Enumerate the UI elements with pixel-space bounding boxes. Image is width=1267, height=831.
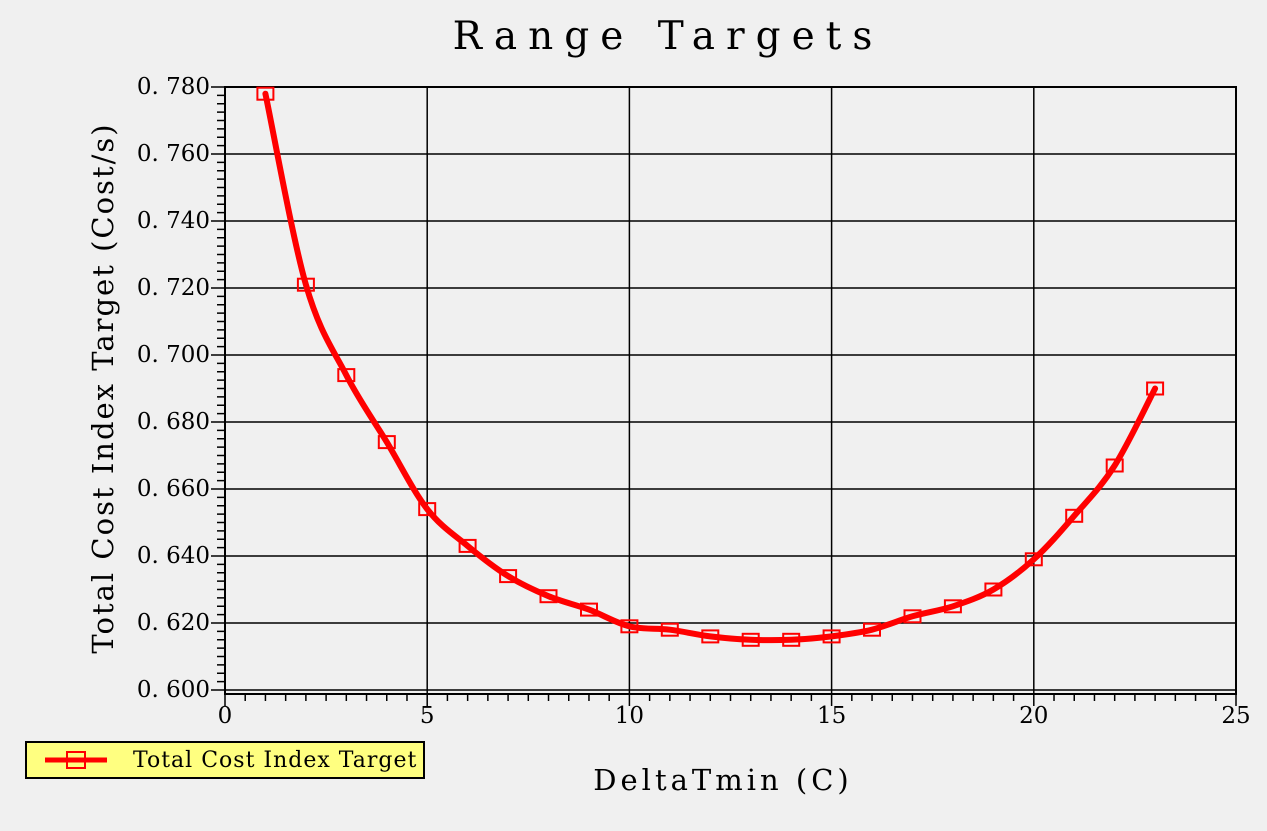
data-point-marker [943, 599, 962, 614]
data-point-marker [377, 435, 396, 450]
data-point-marker [822, 629, 841, 644]
data-point-marker [782, 632, 801, 647]
data-point-marker [620, 619, 639, 634]
data-point-marker [458, 538, 477, 553]
data-point-marker [539, 589, 558, 604]
data-point-marker [256, 86, 275, 101]
data-point-marker [741, 632, 760, 647]
y-tick-label: 0. 680 [136, 409, 210, 435]
data-point-marker [1065, 508, 1084, 523]
data-point-marker [701, 629, 720, 644]
plot-area [211, 86, 1237, 706]
x-tick-label: 10 [614, 703, 645, 729]
x-tick-label: 15 [816, 703, 847, 729]
y-tick-label: 0. 740 [136, 208, 210, 234]
y-tick-label: 0. 660 [136, 476, 210, 502]
data-point-marker [337, 368, 356, 383]
x-tick-label: 0 [217, 703, 233, 729]
y-axis-title: Total Cost Index Target (Cost/s) [86, 122, 120, 654]
legend-label: Total Cost Index Target [133, 747, 418, 773]
chart-title: Range Targets [452, 14, 884, 59]
y-tick-label: 0. 720 [136, 275, 210, 301]
y-tick-label: 0. 700 [136, 342, 210, 368]
data-point-marker [580, 602, 598, 617]
data-point-marker [660, 622, 679, 637]
plot-frame [224, 86, 1237, 695]
y-tick-label: 0. 640 [136, 543, 210, 569]
data-point-marker [499, 569, 518, 584]
data-point-marker [296, 277, 315, 292]
total-cost-curve [262, 90, 1159, 644]
data-point-marker [984, 582, 1003, 597]
legend-line-sample [45, 751, 107, 769]
data-point-marker [1146, 381, 1165, 396]
legend-open-square-marker-icon [66, 751, 86, 769]
legend: Total Cost Index Target [25, 741, 425, 779]
x-tick-label: 25 [1221, 703, 1251, 729]
y-tick-label: 0. 600 [136, 677, 210, 703]
data-point-marker [863, 622, 881, 637]
y-tick-label: 0. 780 [136, 74, 210, 100]
x-tick-label: 5 [419, 703, 435, 729]
y-tick-label: 0. 620 [136, 610, 210, 636]
x-axis-title: DeltaTmin (C) [593, 763, 853, 797]
x-tick-label: 20 [1019, 703, 1049, 729]
data-point-marker [1105, 458, 1124, 473]
data-point-marker [418, 502, 437, 517]
y-tick-label: 0. 760 [136, 141, 210, 167]
data-point-marker [1024, 552, 1043, 567]
data-point-marker [903, 609, 922, 624]
